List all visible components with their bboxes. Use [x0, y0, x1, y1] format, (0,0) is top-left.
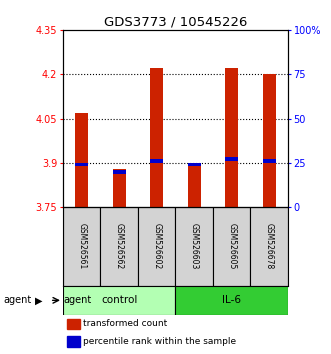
Text: IL-6: IL-6	[222, 295, 241, 306]
Bar	[225, 157, 238, 161]
FancyBboxPatch shape	[138, 207, 175, 286]
FancyBboxPatch shape	[175, 286, 288, 315]
Text: percentile rank within the sample: percentile rank within the sample	[83, 337, 236, 346]
FancyBboxPatch shape	[213, 207, 251, 286]
Bar	[150, 68, 163, 207]
Bar	[225, 68, 238, 207]
Bar	[188, 163, 201, 207]
Text: transformed count: transformed count	[83, 319, 167, 329]
Bar	[188, 162, 201, 166]
Bar	[75, 113, 88, 207]
FancyBboxPatch shape	[175, 207, 213, 286]
FancyBboxPatch shape	[251, 207, 288, 286]
Text: ▶: ▶	[35, 295, 42, 306]
Title: GDS3773 / 10545226: GDS3773 / 10545226	[104, 16, 247, 29]
Bar	[75, 162, 88, 166]
FancyBboxPatch shape	[100, 207, 138, 286]
Text: GSM526562: GSM526562	[115, 223, 124, 269]
Bar	[262, 74, 276, 207]
FancyBboxPatch shape	[63, 207, 100, 286]
Text: agent: agent	[63, 295, 91, 306]
Bar	[113, 169, 126, 207]
Bar	[113, 170, 126, 173]
Text: GSM526603: GSM526603	[190, 223, 199, 269]
Text: GSM526605: GSM526605	[227, 223, 236, 269]
Bar	[150, 159, 163, 163]
Text: control: control	[101, 295, 137, 306]
Text: GSM526561: GSM526561	[77, 223, 86, 269]
Bar	[68, 319, 80, 329]
Bar	[68, 336, 80, 347]
Bar	[262, 159, 276, 163]
Text: agent: agent	[3, 295, 31, 306]
FancyBboxPatch shape	[63, 286, 175, 315]
Text: GSM526678: GSM526678	[265, 223, 274, 269]
Text: GSM526602: GSM526602	[152, 223, 161, 269]
